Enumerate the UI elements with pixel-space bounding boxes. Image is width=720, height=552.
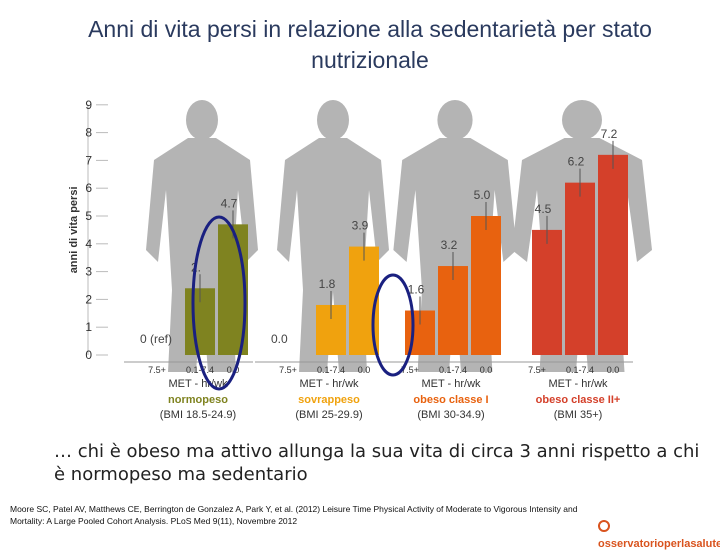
x-tick-label: 7.5+ (279, 365, 297, 375)
bar (438, 266, 468, 355)
x-tick-label: 0.0 (480, 365, 493, 375)
y-tick-label: 7 (85, 153, 92, 167)
group-label: obeso classe I (413, 394, 488, 406)
x-tick-label: 0.1-7.4 (317, 365, 345, 375)
y-tick-label: 3 (85, 265, 92, 279)
highlight-ellipse (191, 215, 247, 391)
x-tick-label: 0.0 (607, 365, 620, 375)
value-label: 3.9 (352, 219, 369, 233)
x-tick-label: 0.0 (358, 365, 371, 375)
chart-title: Anni di vita persi in relazione alla sed… (88, 16, 652, 73)
x-tick-label: 7.5+ (148, 365, 166, 375)
group-bmi-label: (BMI 18.5-24.9) (160, 409, 236, 421)
logo-icon (598, 520, 610, 532)
value-label: 1.6 (408, 283, 425, 297)
reference-text: Moore SC, Patel AV, Matthews CE, Berring… (10, 504, 578, 526)
silhouette-head (437, 100, 473, 140)
value-label: 0.0 (271, 332, 288, 346)
x-axis-title: MET - hr/wk (299, 378, 359, 390)
group-bmi-label: (BMI 35+) (554, 409, 603, 421)
logo: osservatorioperlasalute (598, 516, 720, 550)
bar (598, 154, 628, 355)
value-label: 3.2 (441, 238, 458, 252)
value-label: 7.2 (601, 127, 618, 141)
group-bmi-label: (BMI 25-29.9) (295, 409, 362, 421)
group-label: sovrappeso (298, 394, 360, 406)
y-axis-title: anni di vita persi (68, 186, 80, 273)
value-label: 6.2 (568, 155, 585, 169)
bar (471, 216, 501, 355)
silhouette-head (562, 100, 602, 140)
x-tick-label: 0.0 (227, 365, 240, 375)
value-label: 1.8 (319, 277, 336, 291)
x-tick-label: 0.1-7.4 (186, 365, 214, 375)
y-tick-label: 8 (85, 126, 92, 140)
group-label: normopeso (168, 394, 228, 406)
caption-text: … chi è obeso ma attivo allunga la sua v… (54, 441, 700, 485)
y-tick-label: 5 (85, 209, 92, 223)
silhouette-head (317, 100, 349, 140)
value-label: 0 (ref) (140, 332, 172, 346)
x-axis-title: MET - hr/wk (421, 378, 481, 390)
bar (565, 182, 595, 355)
y-tick-label: 6 (85, 181, 92, 195)
y-tick-label: 1 (85, 320, 92, 334)
x-tick-label: 0.1-7.4 (439, 365, 467, 375)
x-axis-title: MET - hr/wk (548, 378, 608, 390)
value-label: 5.0 (474, 188, 491, 202)
x-tick-label: 7.5+ (528, 365, 546, 375)
group-label: obeso classe II+ (536, 394, 621, 406)
y-tick-label: 9 (85, 98, 92, 112)
highlight-ellipse (371, 273, 415, 377)
y-tick-label: 0 (85, 348, 92, 362)
value-label: 4.7 (221, 196, 238, 210)
bar (532, 229, 562, 355)
group-bmi-label: (BMI 30-34.9) (417, 409, 484, 421)
y-tick-label: 2 (85, 292, 92, 306)
silhouette-head (186, 100, 218, 140)
value-label: 4.5 (535, 202, 552, 216)
x-tick-label: 0.1-7.4 (566, 365, 594, 375)
x-tick-label: 7.5+ (401, 365, 419, 375)
y-tick-label: 4 (85, 237, 92, 251)
